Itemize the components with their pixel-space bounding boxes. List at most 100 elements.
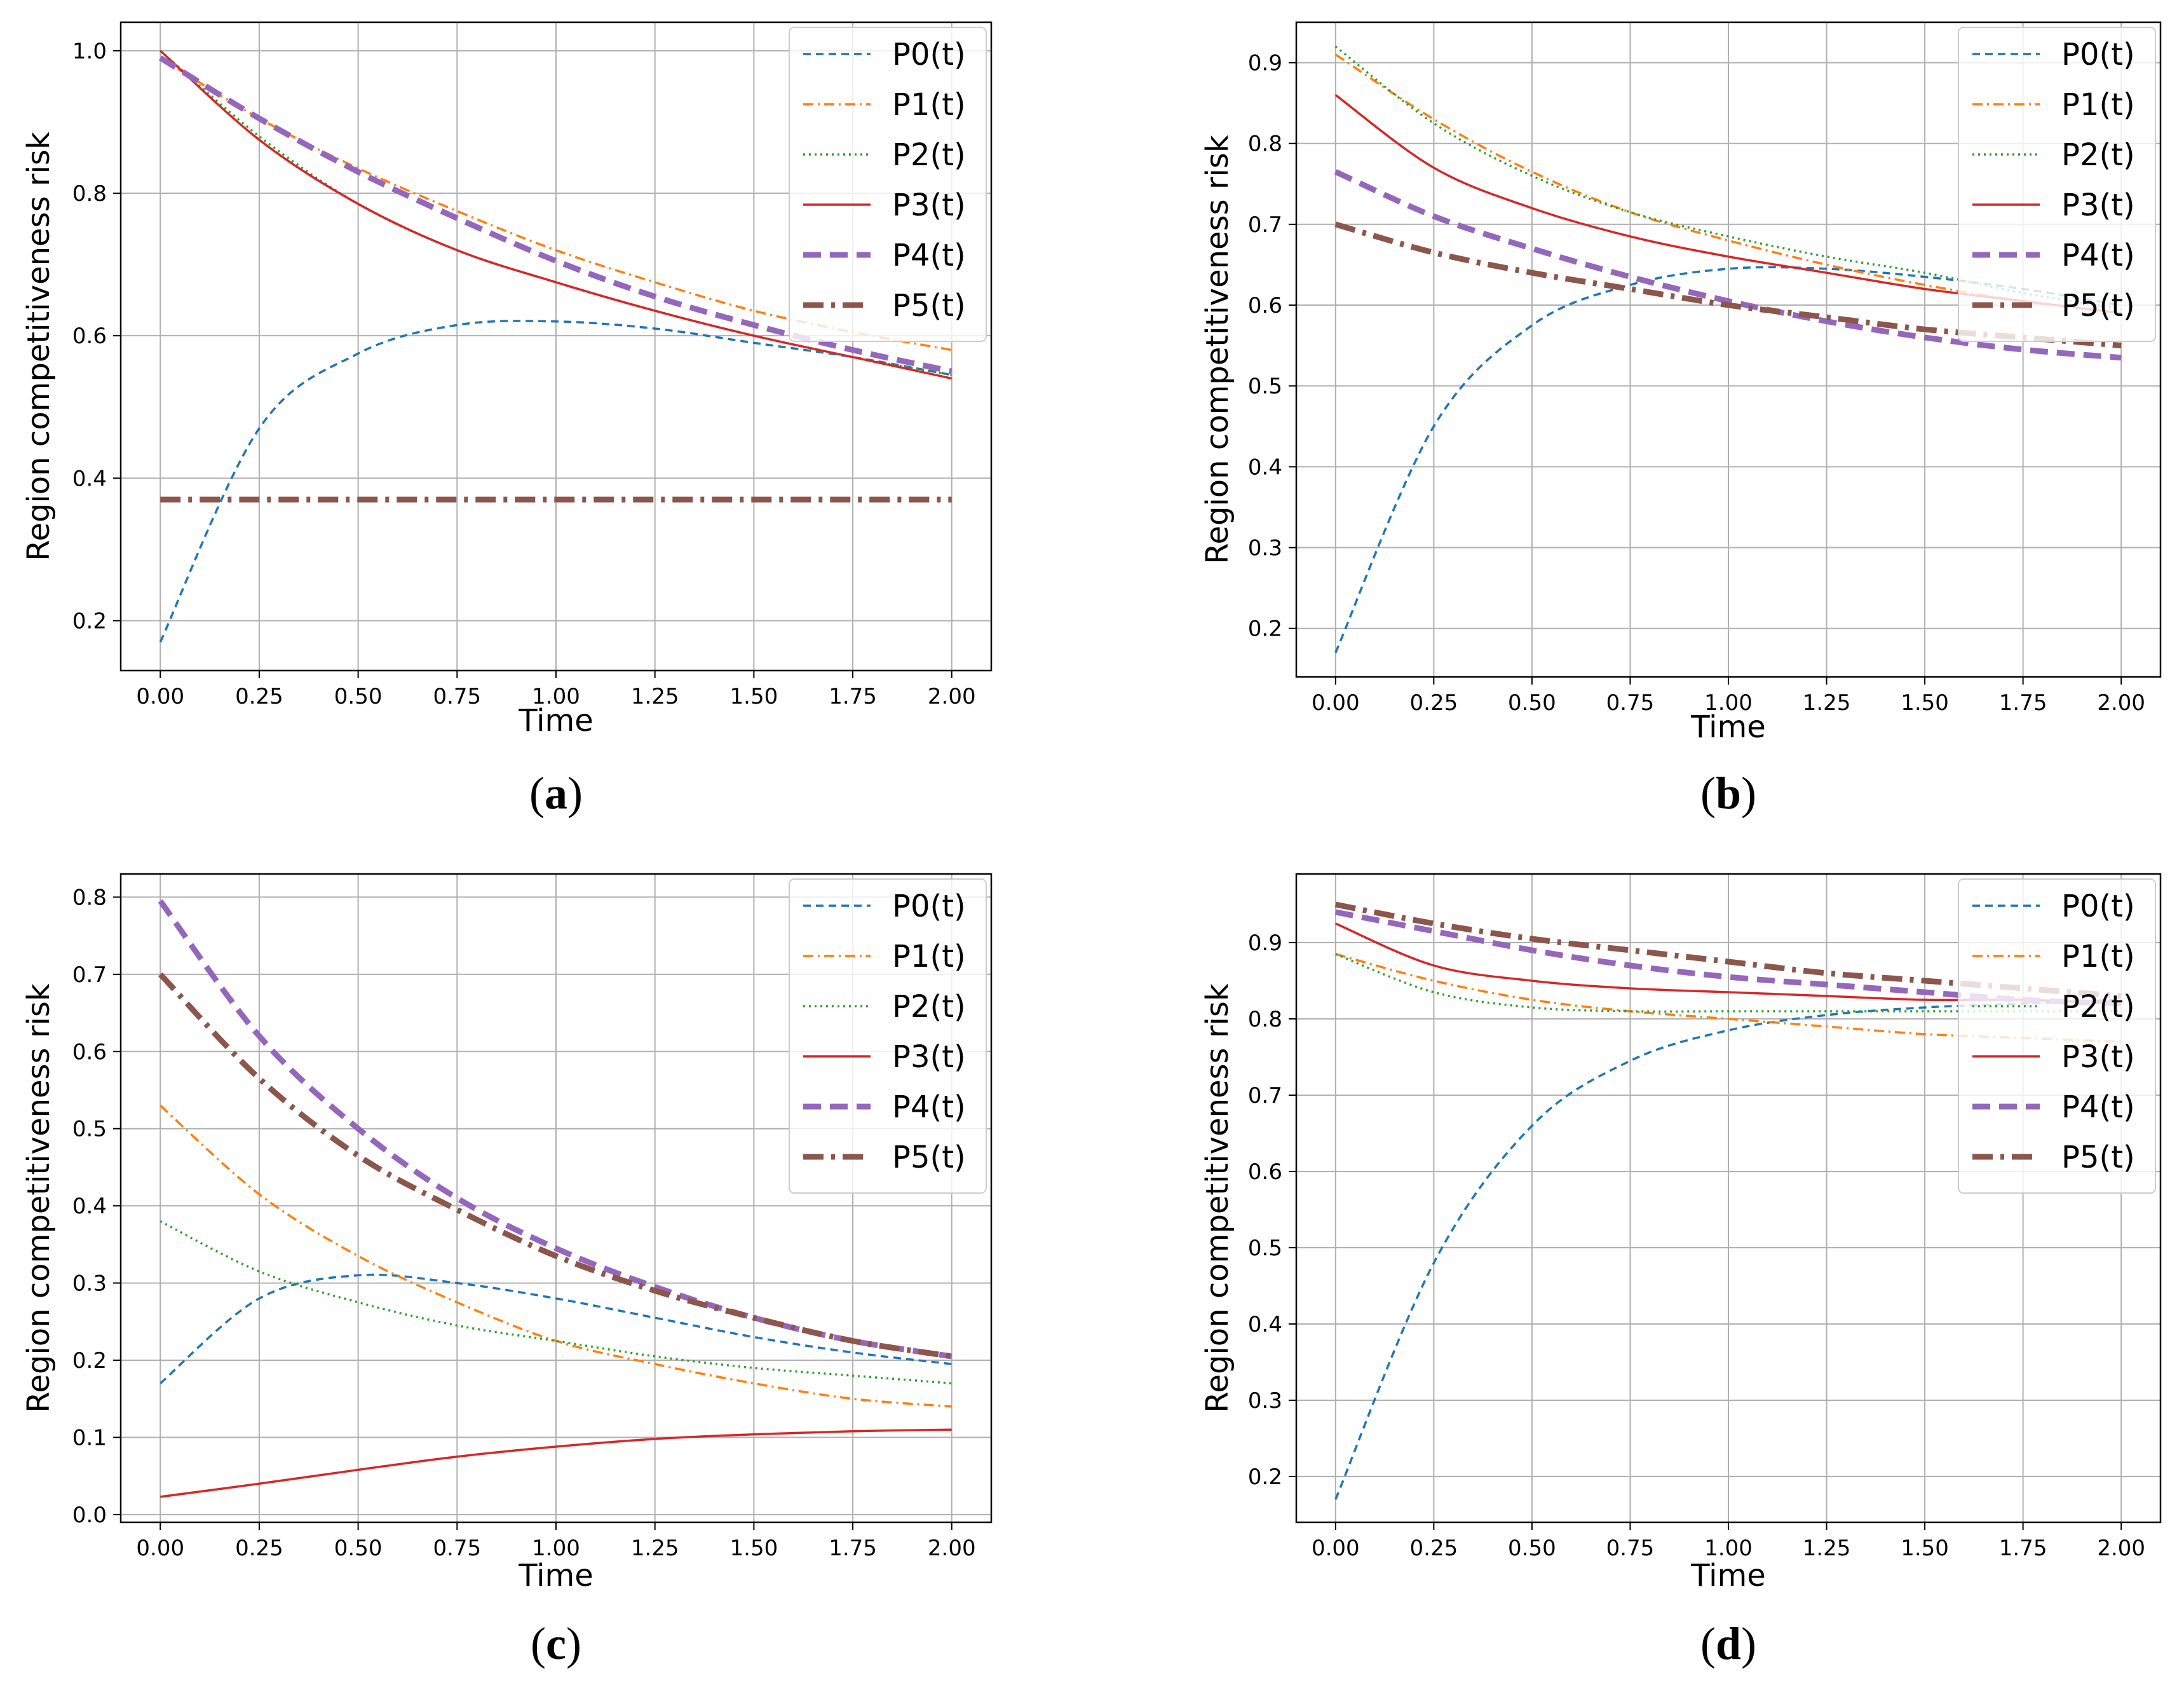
- y-tick-label: 0.6: [72, 1039, 107, 1065]
- legend-entry-label: P2(t): [2061, 989, 2135, 1025]
- x-tick-label: 1.75: [1999, 690, 2047, 716]
- legend: P0(t) P1(t) P2(t) P3(t) P4(t) P5(t): [1958, 27, 2156, 342]
- x-tick-label: 1.50: [730, 1536, 778, 1561]
- legend-entry-label: P0(t): [2061, 37, 2135, 72]
- y-tick-label: 0.3: [1248, 536, 1282, 561]
- panel-caption: (b): [1700, 768, 1756, 819]
- x-tick-label: 1.00: [1704, 1536, 1753, 1561]
- y-tick-label: 0.9: [1248, 931, 1282, 956]
- x-tick-label: 0.25: [235, 684, 283, 709]
- series-line-p0t: [159, 320, 953, 643]
- y-tick-label: 0.7: [1248, 212, 1282, 238]
- y-tick-label: 0.6: [1248, 293, 1282, 318]
- legend-entry-label: P5(t): [2061, 288, 2135, 324]
- legend-entry-label: P4(t): [2061, 238, 2135, 273]
- chart-panel-b: 0.00 0.25 0.50 0.75 1.00 1.25 1.50 1.75 2.00 0.2 0…: [1200, 21, 2162, 819]
- legend-entry-label: P5(t): [892, 288, 966, 324]
- legend-entry-label: P3(t): [892, 1039, 966, 1075]
- legend-entry-label: P1(t): [892, 939, 966, 974]
- chart-panel-d: 0.00 0.25 0.50 0.75 1.00 1.25 1.50 1.75 2.00 0.2 0…: [1200, 873, 2162, 1669]
- chart-panel-c: 0.00 0.25 0.50 0.75 1.00 1.25 1.50 1.75 2.00 0.0 0…: [21, 873, 993, 1669]
- y-axis-title: Region competitiveness risk: [1200, 135, 1235, 564]
- x-tick-label: 0.75: [433, 684, 481, 709]
- y-tick-label: 0.1: [72, 1425, 107, 1450]
- y-tick-label: 1.0: [72, 39, 107, 64]
- series-lines: [158, 899, 953, 1498]
- x-axis-title: Time: [518, 1558, 593, 1593]
- series-line-p4t: [1334, 169, 2122, 361]
- y-tick-label: 0.8: [72, 885, 107, 910]
- series-line-p4t: [158, 55, 953, 374]
- x-tick-label: 2.00: [928, 684, 976, 709]
- x-tick-label: 0.50: [334, 1536, 383, 1561]
- axes-frame: [1295, 873, 2162, 1524]
- x-tick-label: 0.25: [235, 1536, 283, 1561]
- x-tick-label: 0.25: [1410, 1536, 1458, 1561]
- x-tick-label: 0.00: [1312, 1536, 1360, 1561]
- x-tick-label: 1.75: [829, 1536, 877, 1561]
- x-tick-label: 2.00: [928, 1536, 976, 1561]
- y-tick-label: 0.2: [72, 1348, 107, 1374]
- x-tick-label: 1.75: [1999, 1536, 2047, 1561]
- chart-panel-a: 0.00 0.25 0.50 0.75 1.00 1.25 1.50 1.75 2.00 0.2 0…: [21, 21, 993, 819]
- legend-entry-label: P3(t): [2061, 1039, 2135, 1075]
- series-lines: [1334, 901, 2122, 1500]
- x-tick-label: 1.50: [730, 684, 778, 709]
- legend-entry-label: P2(t): [2061, 137, 2135, 173]
- series-line-p5t: [1334, 901, 2122, 999]
- y-tick-label: 0.5: [1248, 374, 1282, 399]
- y-tick-label: 0.4: [1248, 1312, 1282, 1337]
- x-tick-label: 0.00: [1312, 690, 1360, 716]
- legend-box: [1958, 878, 2156, 1194]
- series-line-p0t: [159, 1273, 952, 1384]
- y-tick-label: 0.2: [1248, 1464, 1282, 1490]
- y-axis-title: Region competitiveness risk: [21, 983, 57, 1413]
- axes-frame: [119, 873, 993, 1524]
- x-tick-label: 2.00: [2097, 1536, 2145, 1561]
- x-tick-label: 0.75: [433, 1536, 481, 1561]
- series-line-p3t: [159, 50, 953, 380]
- y-tick-label: 0.8: [72, 181, 107, 207]
- legend-box: [789, 878, 987, 1194]
- y-tick-label: 0.6: [72, 324, 107, 349]
- x-tick-label: 2.00: [2097, 690, 2145, 716]
- y-tick-label: 0.2: [72, 609, 107, 634]
- y-tick-label: 0.4: [1248, 454, 1282, 480]
- x-axis-title: Time: [1690, 1558, 1765, 1593]
- series-line-p3t: [160, 1428, 952, 1498]
- x-axis-title: Time: [518, 703, 593, 739]
- y-tick-label: 0.5: [1248, 1236, 1282, 1261]
- y-tick-label: 0.0: [72, 1503, 107, 1528]
- legend-entry-label: P3(t): [892, 188, 966, 223]
- x-tick-label: 1.50: [1901, 690, 1949, 716]
- series-line-p1t: [159, 1104, 952, 1408]
- panel-caption: (d): [1700, 1618, 1756, 1669]
- x-tick-label: 1.00: [532, 684, 580, 709]
- y-axis-title: Region competitiveness risk: [21, 132, 57, 561]
- x-tick-label: 1.00: [1704, 690, 1753, 716]
- panel-caption: (a): [529, 768, 583, 819]
- axes-frame: [119, 21, 993, 672]
- legend-entry-label: P3(t): [2061, 188, 2135, 223]
- legend-entry-label: P4(t): [892, 1089, 966, 1125]
- series-line-p2t: [1335, 953, 2122, 1013]
- legend-entry-label: P1(t): [2061, 87, 2135, 123]
- x-tick-label: 0.25: [1410, 690, 1458, 716]
- legend-entry-label: P5(t): [892, 1140, 966, 1175]
- legend-box: [1958, 27, 2156, 342]
- y-tick-label: 0.4: [72, 1194, 107, 1219]
- x-tick-label: 1.25: [1803, 1536, 1851, 1561]
- x-tick-label: 0.50: [334, 684, 383, 709]
- x-tick-label: 1.75: [829, 684, 877, 709]
- legend-entry-label: P2(t): [892, 989, 966, 1025]
- x-axis-title: Time: [1690, 709, 1765, 745]
- legend-entry-label: P0(t): [892, 889, 966, 924]
- axes-frame: [1295, 21, 2162, 678]
- legend: P0(t) P1(t) P2(t) P3(t) P4(t) P5(t): [789, 878, 987, 1194]
- series-line-p5t: [1334, 221, 2122, 349]
- y-tick-label: 0.7: [72, 962, 107, 988]
- legend-entry-label: P1(t): [892, 87, 966, 123]
- legend: P0(t) P1(t) P2(t) P3(t) P4(t) P5(t): [1958, 878, 2156, 1194]
- y-tick-label: 0.8: [1248, 1007, 1282, 1032]
- x-tick-label: 1.25: [631, 1536, 679, 1561]
